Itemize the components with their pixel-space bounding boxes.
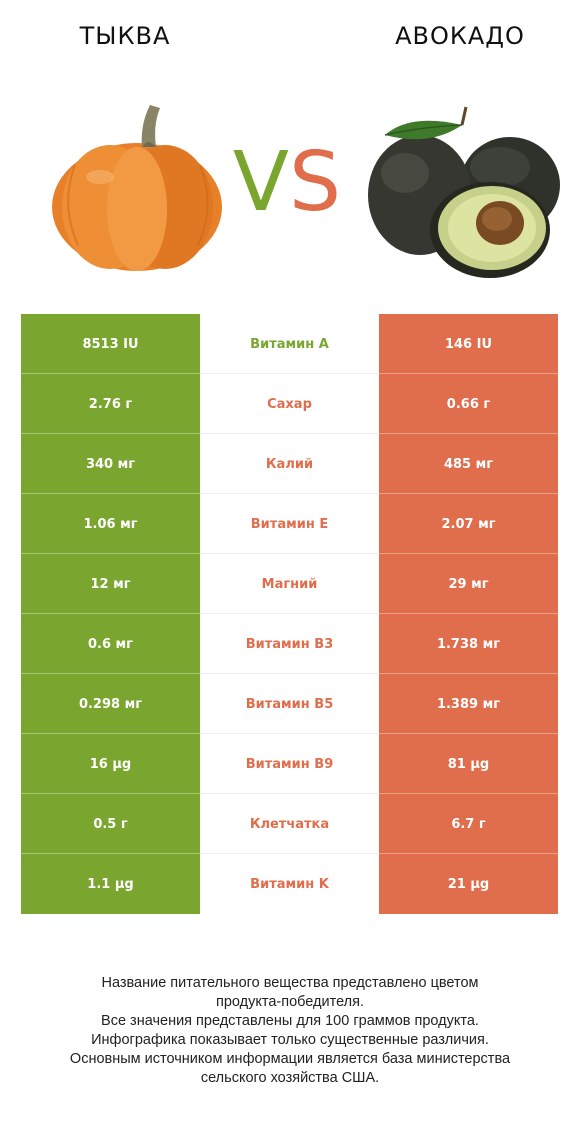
left-value: 1.06 мг	[21, 494, 200, 554]
nutrient-name: Витамин A	[200, 314, 379, 374]
nutrient-name: Сахар	[200, 374, 379, 434]
nutrient-name: Витамин K	[200, 854, 379, 914]
row-divider	[21, 613, 200, 614]
left-value: 0.5 г	[21, 794, 200, 854]
avocado-image	[368, 106, 560, 278]
left-value: 340 мг	[21, 434, 200, 494]
row-divider	[200, 733, 379, 734]
row-divider	[200, 433, 379, 434]
table-row: 340 мг Калий 485 мг	[21, 434, 558, 494]
table-row: 0.5 г Клетчатка 6.7 г	[21, 794, 558, 854]
left-value: 16 µg	[21, 734, 200, 794]
table-row: 8513 IU Витамин A 146 IU	[21, 314, 558, 374]
row-divider	[21, 793, 200, 794]
row-divider	[379, 853, 558, 854]
left-value: 0.298 мг	[21, 674, 200, 734]
right-value: 1.389 мг	[379, 674, 558, 734]
row-divider	[21, 493, 200, 494]
nutrient-name: Клетчатка	[200, 794, 379, 854]
row-divider	[379, 433, 558, 434]
footer-line: сельского хозяйства США.	[200, 1070, 380, 1086]
right-value: 81 µg	[379, 734, 558, 794]
row-divider	[200, 373, 379, 374]
row-divider	[379, 613, 558, 614]
footer-line: Основным источником информации является …	[69, 1051, 511, 1067]
pumpkin-image	[52, 105, 222, 271]
product-images	[52, 105, 560, 278]
left-value: 12 мг	[21, 554, 200, 614]
row-divider	[21, 853, 200, 854]
left-value: 2.76 г	[21, 374, 200, 434]
footer-line: Все значения представлены для 100 граммо…	[101, 1013, 479, 1029]
footer-line: Название питательного вещества представл…	[101, 975, 479, 991]
row-divider	[379, 493, 558, 494]
right-value: 2.07 мг	[379, 494, 558, 554]
row-divider	[379, 673, 558, 674]
nutrient-name: Витамин B5	[200, 674, 379, 734]
row-divider	[21, 673, 200, 674]
right-value: 0.66 г	[379, 374, 558, 434]
nutrient-name: Витамин E	[200, 494, 379, 554]
vs-label: VS	[222, 138, 352, 228]
vs-s-letter: S	[289, 135, 342, 230]
row-divider	[21, 553, 200, 554]
footer-note: Название питательного вещества представл…	[20, 974, 560, 1088]
table-row: 16 µg Витамин B9 81 µg	[21, 734, 558, 794]
table-row: 0.6 мг Витамин B3 1.738 мг	[21, 614, 558, 674]
right-value: 1.738 мг	[379, 614, 558, 674]
table-row: 1.06 мг Витамин E 2.07 мг	[21, 494, 558, 554]
row-divider	[379, 373, 558, 374]
row-divider	[379, 793, 558, 794]
table-row: 2.76 г Сахар 0.66 г	[21, 374, 558, 434]
table-row: 12 мг Магний 29 мг	[21, 554, 558, 614]
right-value: 6.7 г	[379, 794, 558, 854]
left-product-title: ТЫКВА	[79, 22, 171, 50]
nutrient-name: Калий	[200, 434, 379, 494]
right-value: 21 µg	[379, 854, 558, 914]
right-value: 146 IU	[379, 314, 558, 374]
right-value: 485 мг	[379, 434, 558, 494]
left-value: 1.1 µg	[21, 854, 200, 914]
table-row: 0.298 мг Витамин B5 1.389 мг	[21, 674, 558, 734]
footer-line: продукта-победителя.	[215, 994, 365, 1010]
row-divider	[200, 673, 379, 674]
table-row: 1.1 µg Витамин K 21 µg	[21, 854, 558, 914]
row-divider	[200, 793, 379, 794]
row-divider	[21, 733, 200, 734]
row-divider	[21, 373, 200, 374]
nutrient-name: Магний	[200, 554, 379, 614]
right-value: 29 мг	[379, 554, 558, 614]
row-divider	[200, 493, 379, 494]
vs-v-letter: V	[232, 135, 290, 230]
right-product-title: АВОКАДО	[395, 22, 525, 50]
row-divider	[200, 853, 379, 854]
row-divider	[200, 553, 379, 554]
row-divider	[379, 553, 558, 554]
row-divider	[379, 733, 558, 734]
nutrient-name: Витамин B9	[200, 734, 379, 794]
nutrient-name: Витамин B3	[200, 614, 379, 674]
footer-line: Инфографика показывает только существенн…	[91, 1032, 489, 1048]
left-value: 8513 IU	[21, 314, 200, 374]
row-divider	[200, 613, 379, 614]
left-value: 0.6 мг	[21, 614, 200, 674]
row-divider	[21, 433, 200, 434]
